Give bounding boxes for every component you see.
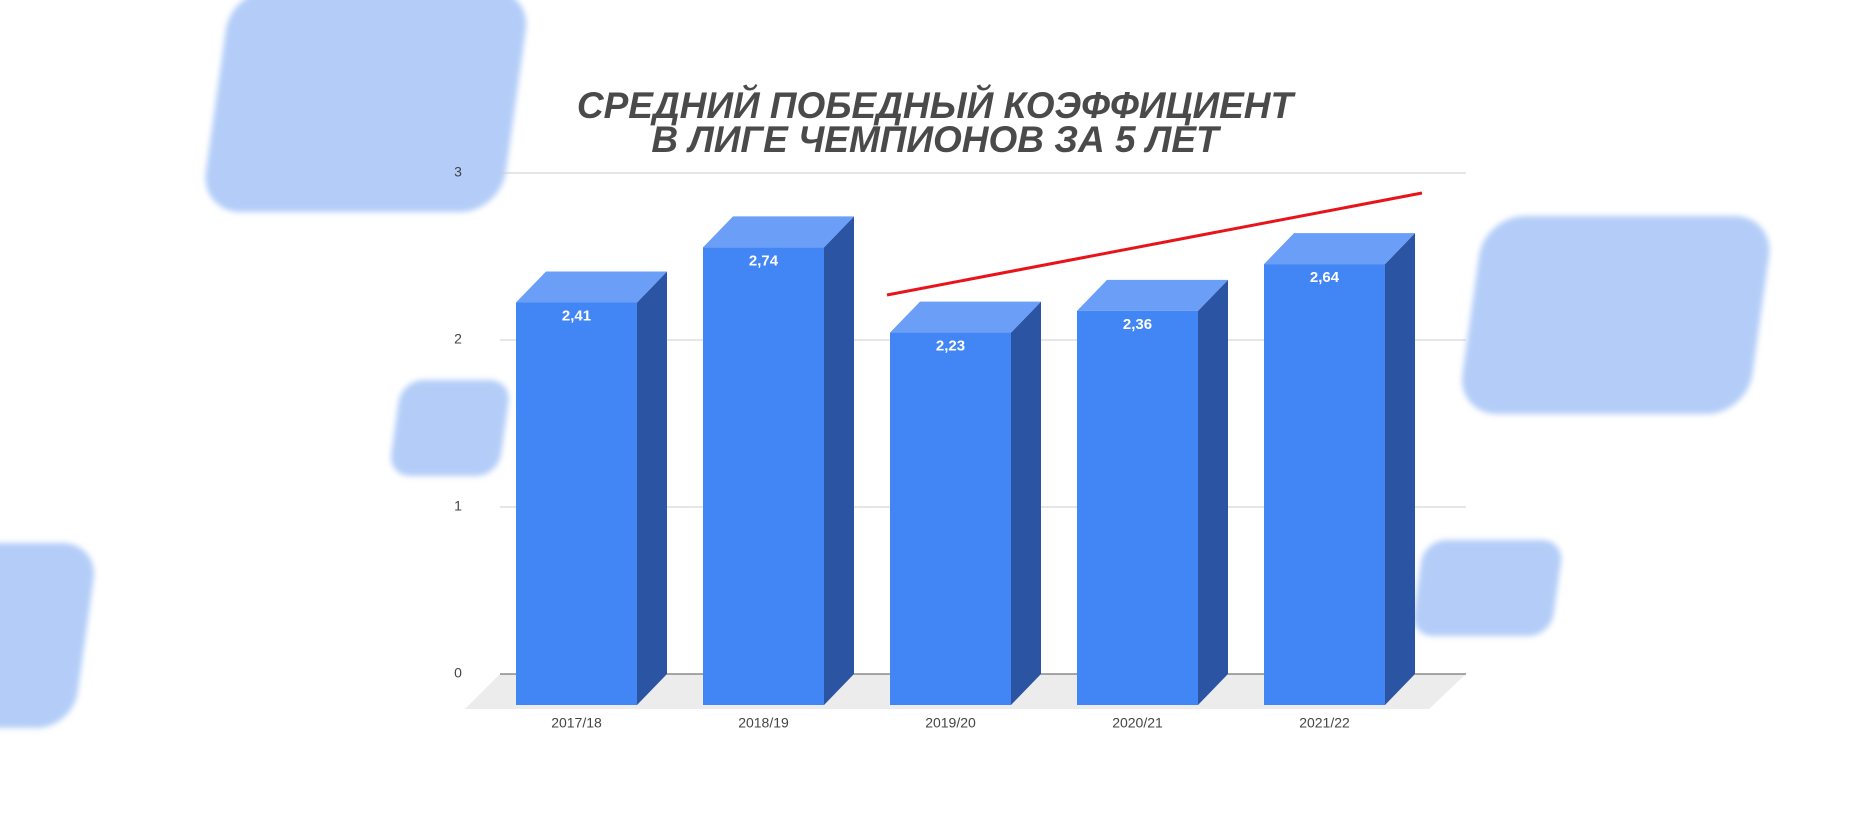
value-label: 2,41 bbox=[562, 307, 591, 324]
bar-top bbox=[890, 301, 1041, 333]
plot: 0 1 2 3 2,41 2017/18 2,74 2018/19 2,23 2019/20 2,3… bbox=[454, 164, 1466, 731]
bar bbox=[703, 216, 854, 706]
bar-top bbox=[516, 271, 667, 303]
value-label: 2,36 bbox=[1123, 316, 1152, 333]
x-tick-label: 2019/20 bbox=[925, 715, 976, 731]
bar bbox=[1077, 279, 1228, 705]
decoration bbox=[0, 0, 1770, 728]
bar-side bbox=[637, 271, 667, 705]
bar-front bbox=[703, 247, 824, 706]
bar-front bbox=[890, 332, 1011, 705]
value-label: 2,64 bbox=[1310, 269, 1340, 286]
bar-front bbox=[1077, 310, 1198, 705]
bar-side bbox=[824, 216, 854, 706]
y-tick-label: 1 bbox=[454, 498, 462, 514]
bar-side bbox=[1198, 279, 1228, 705]
y-tick-label: 2 bbox=[454, 331, 462, 347]
bar bbox=[1264, 233, 1415, 705]
x-tick-label: 2018/19 bbox=[738, 715, 789, 731]
x-tick-label: 2020/21 bbox=[1112, 715, 1163, 731]
bar-top bbox=[1077, 279, 1228, 311]
chart-title: СРЕДНИЙ ПОБЕДНЫЙ КОЭФФИЦИЕНТ bbox=[577, 84, 1297, 126]
value-label: 2,74 bbox=[749, 252, 779, 269]
chart-subtitle: В ЛИГЕ ЧЕМПИОНОВ ЗА 5 ЛЕТ bbox=[651, 119, 1222, 160]
bar-side bbox=[1011, 301, 1041, 705]
bar-top bbox=[703, 216, 854, 248]
y-tick-label: 0 bbox=[454, 665, 462, 681]
bar-top bbox=[1264, 233, 1415, 265]
bar bbox=[890, 301, 1041, 705]
bar-front bbox=[516, 302, 637, 705]
bar-front bbox=[1264, 264, 1385, 705]
bar bbox=[516, 271, 667, 705]
x-tick-label: 2021/22 bbox=[1299, 715, 1350, 731]
x-tick-label: 2017/18 bbox=[551, 715, 602, 731]
value-label: 2,23 bbox=[936, 338, 965, 355]
y-tick-label: 3 bbox=[454, 164, 462, 180]
bar-side bbox=[1385, 233, 1415, 705]
trend-line bbox=[886, 191, 1423, 297]
